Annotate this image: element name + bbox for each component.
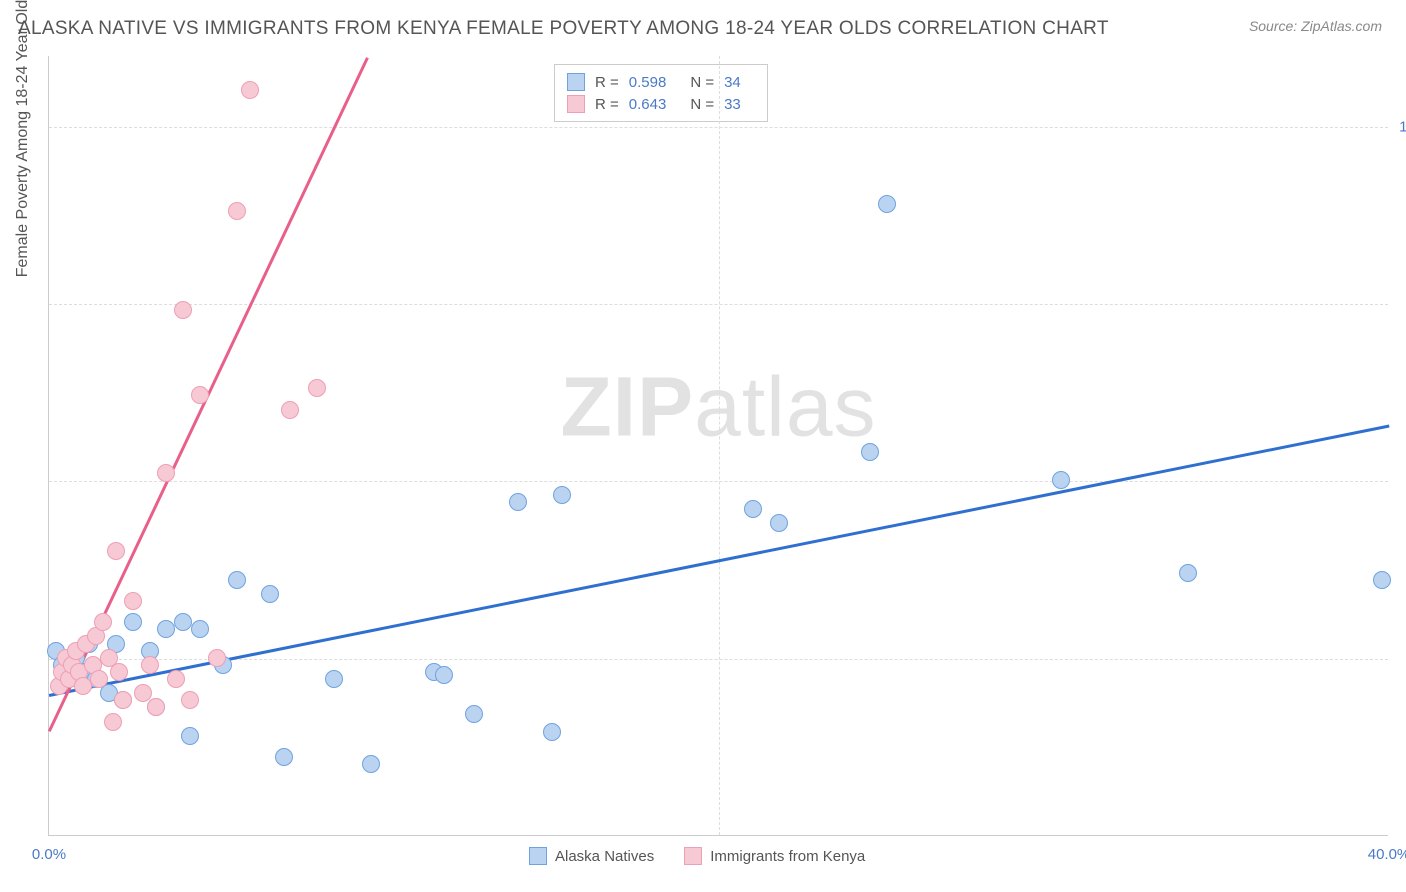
scatter-point [157, 620, 175, 638]
scatter-point [241, 81, 259, 99]
stat-n-label: N = [690, 96, 714, 113]
scatter-point [362, 755, 380, 773]
scatter-point [124, 592, 142, 610]
legend-item: Alaska Natives [529, 847, 654, 865]
scatter-point [435, 666, 453, 684]
gridline-vertical [719, 56, 720, 835]
scatter-point [228, 571, 246, 589]
scatter-point [770, 514, 788, 532]
scatter-point [124, 613, 142, 631]
scatter-point [208, 649, 226, 667]
scatter-point [1052, 471, 1070, 489]
scatter-point [174, 301, 192, 319]
legend-swatch-icon [567, 95, 585, 113]
scatter-point [228, 202, 246, 220]
scatter-point [308, 379, 326, 397]
scatter-point [878, 195, 896, 213]
scatter-point [553, 486, 571, 504]
chart-title: ALASKA NATIVE VS IMMIGRANTS FROM KENYA F… [18, 18, 1109, 40]
scatter-point [861, 443, 879, 461]
scatter-point [174, 613, 192, 631]
watermark-rest: atlas [694, 359, 876, 453]
scatter-point [74, 677, 92, 695]
scatter-point [191, 620, 209, 638]
scatter-point [157, 464, 175, 482]
x-tick-label: 40.0% [1368, 846, 1406, 863]
scatter-point [275, 748, 293, 766]
scatter-point [167, 670, 185, 688]
scatter-point [90, 670, 108, 688]
header: ALASKA NATIVE VS IMMIGRANTS FROM KENYA F… [0, 0, 1406, 48]
scatter-point [147, 698, 165, 716]
stat-n-label: N = [690, 74, 714, 91]
scatter-point [509, 493, 527, 511]
stat-r-label: R = [595, 96, 619, 113]
legend-stats-row: R = 0.598 N = 34 [567, 71, 755, 93]
legend-swatch-icon [529, 847, 547, 865]
scatter-point [325, 670, 343, 688]
scatter-point [1373, 571, 1391, 589]
stat-r-value: 0.598 [629, 74, 667, 91]
y-tick-label: 100.0% [1399, 118, 1406, 135]
stat-r-label: R = [595, 74, 619, 91]
legend-label: Immigrants from Kenya [710, 848, 865, 865]
scatter-point [107, 542, 125, 560]
scatter-point [281, 401, 299, 419]
legend-stats-box: R = 0.598 N = 34 R = 0.643 N = 33 [554, 64, 768, 122]
stat-n-value: 33 [724, 96, 741, 113]
stat-n-value: 34 [724, 74, 741, 91]
scatter-point [744, 500, 762, 518]
scatter-point [465, 705, 483, 723]
scatter-point [543, 723, 561, 741]
scatter-point [104, 713, 122, 731]
scatter-point [261, 585, 279, 603]
legend-stats-row: R = 0.643 N = 33 [567, 93, 755, 115]
legend-bottom: Alaska Natives Immigrants from Kenya [529, 847, 865, 865]
scatter-point [134, 684, 152, 702]
scatter-point [181, 727, 199, 745]
scatter-point [110, 663, 128, 681]
scatter-point [181, 691, 199, 709]
scatter-point [191, 386, 209, 404]
scatter-point [1179, 564, 1197, 582]
legend-item: Immigrants from Kenya [684, 847, 865, 865]
scatter-point [141, 656, 159, 674]
scatter-point [114, 691, 132, 709]
x-tick-label: 0.0% [32, 846, 66, 863]
stat-r-value: 0.643 [629, 96, 667, 113]
source-attribution: Source: ZipAtlas.com [1249, 18, 1382, 34]
y-axis-title: Female Poverty Among 18-24 Year Olds [14, 0, 32, 277]
legend-swatch-icon [567, 73, 585, 91]
scatter-chart: ZIPatlas R = 0.598 N = 34 R = 0.643 N = … [48, 56, 1388, 836]
legend-label: Alaska Natives [555, 848, 654, 865]
legend-swatch-icon [684, 847, 702, 865]
scatter-point [94, 613, 112, 631]
watermark-bold: ZIP [560, 359, 694, 453]
